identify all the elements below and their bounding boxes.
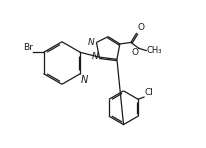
Text: Cl: Cl [144, 88, 153, 97]
Text: O: O [131, 48, 138, 57]
Text: CH₃: CH₃ [147, 46, 162, 55]
Text: N: N [81, 75, 88, 85]
Text: Br: Br [23, 43, 33, 52]
Text: N: N [88, 38, 95, 47]
Text: O: O [137, 23, 144, 32]
Text: N: N [91, 52, 98, 61]
